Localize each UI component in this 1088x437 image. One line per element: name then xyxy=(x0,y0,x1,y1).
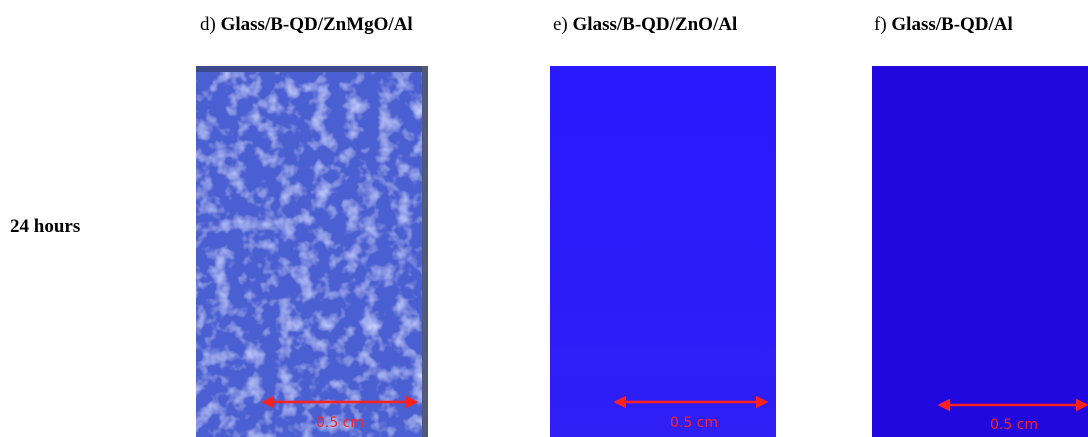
scale-label: 0.5 cm xyxy=(670,415,718,431)
panel-title: d) Glass/B-QD/ZnMgO/Al xyxy=(200,14,413,36)
row-label: 24 hours xyxy=(10,216,80,238)
panel-letter: d) xyxy=(200,14,216,35)
photo: 0.5 cm xyxy=(872,66,1088,437)
panel-title: f) Glass/B-QD/Al xyxy=(874,14,1013,36)
panel-letter: f) xyxy=(874,14,887,35)
scale-label: 0.5 cm xyxy=(316,415,364,431)
panel-name: Glass/B-QD/Al xyxy=(891,14,1012,35)
panel-letter: e) xyxy=(553,14,568,35)
figure: {"row_label": "24 hours", "panels": [ {"… xyxy=(0,0,1088,437)
photo: 0.5 cm xyxy=(196,66,428,437)
photo: 0.5 cm xyxy=(550,66,776,437)
scale-label: 0.5 cm xyxy=(990,417,1038,433)
panel-name: Glass/B-QD/ZnMgO/Al xyxy=(221,14,413,35)
panel-title: e) Glass/B-QD/ZnO/Al xyxy=(553,14,737,36)
panel-name: Glass/B-QD/ZnO/Al xyxy=(573,14,738,35)
